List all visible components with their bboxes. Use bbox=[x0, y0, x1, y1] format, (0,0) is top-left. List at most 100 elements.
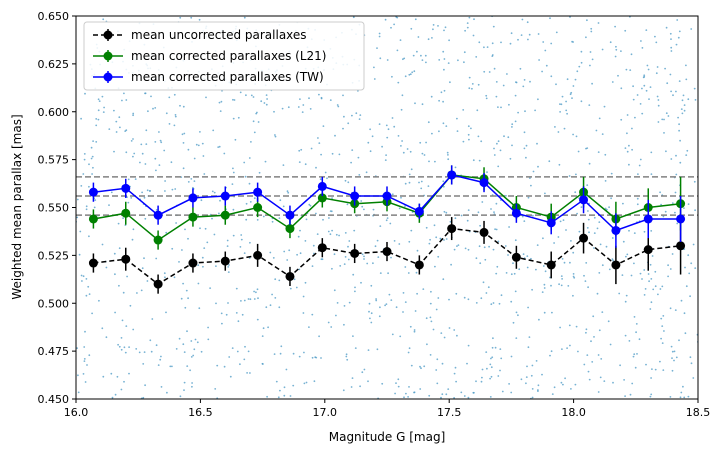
background-point bbox=[398, 243, 401, 245]
background-point bbox=[631, 382, 634, 385]
background-point bbox=[514, 120, 517, 123]
background-point bbox=[379, 225, 382, 228]
background-point bbox=[685, 154, 688, 157]
background-point bbox=[302, 104, 305, 106]
background-point bbox=[660, 317, 663, 320]
background-point bbox=[676, 222, 679, 225]
background-point bbox=[381, 145, 383, 148]
background-point bbox=[479, 224, 481, 227]
background-point bbox=[267, 326, 269, 329]
background-point bbox=[299, 229, 301, 232]
background-point bbox=[630, 53, 633, 56]
background-point bbox=[243, 358, 246, 361]
background-point bbox=[448, 327, 451, 329]
background-point bbox=[478, 245, 481, 248]
background-point bbox=[378, 35, 381, 38]
background-point bbox=[561, 258, 564, 260]
background-point bbox=[467, 209, 470, 212]
background-point bbox=[471, 83, 474, 85]
background-point bbox=[645, 363, 647, 366]
background-point bbox=[369, 150, 372, 153]
background-point bbox=[384, 304, 386, 307]
background-point bbox=[97, 109, 100, 112]
background-point bbox=[598, 329, 601, 332]
background-point bbox=[333, 253, 336, 256]
background-point bbox=[633, 353, 636, 356]
background-point bbox=[386, 59, 389, 61]
background-point bbox=[523, 220, 526, 223]
background-point bbox=[550, 42, 553, 45]
background-point bbox=[545, 64, 548, 67]
background-point bbox=[256, 288, 259, 291]
background-point bbox=[622, 240, 625, 243]
background-point bbox=[190, 16, 193, 19]
background-point bbox=[396, 16, 399, 19]
background-point bbox=[236, 350, 239, 353]
background-point bbox=[566, 112, 568, 115]
background-point bbox=[183, 389, 185, 391]
background-point bbox=[467, 125, 470, 128]
background-point bbox=[315, 166, 317, 169]
background-point bbox=[687, 203, 690, 206]
background-point bbox=[214, 388, 217, 390]
background-point bbox=[265, 103, 268, 106]
background-point bbox=[370, 284, 373, 287]
background-point bbox=[199, 227, 201, 230]
background-point bbox=[457, 244, 460, 247]
background-point bbox=[361, 205, 364, 208]
background-point bbox=[219, 199, 221, 202]
background-point bbox=[271, 220, 274, 223]
background-point bbox=[577, 350, 579, 353]
background-point bbox=[580, 61, 583, 64]
x-tick-label: 17.5 bbox=[437, 406, 462, 419]
background-point bbox=[550, 284, 552, 287]
background-point bbox=[420, 367, 422, 370]
background-point bbox=[567, 285, 570, 287]
background-point bbox=[538, 318, 540, 321]
background-point bbox=[529, 177, 531, 180]
background-point bbox=[347, 122, 350, 125]
background-point bbox=[77, 391, 80, 394]
background-point bbox=[425, 141, 427, 144]
background-point bbox=[273, 110, 275, 113]
background-point bbox=[510, 391, 513, 394]
background-point bbox=[182, 167, 185, 170]
background-point bbox=[588, 231, 590, 234]
legend-entry-l21: mean corrected parallaxes (L21) bbox=[93, 49, 326, 63]
background-point bbox=[343, 305, 346, 307]
background-point bbox=[300, 148, 303, 151]
background-point bbox=[682, 94, 685, 97]
background-point bbox=[550, 350, 553, 353]
background-point bbox=[391, 75, 393, 78]
background-point bbox=[155, 209, 158, 211]
background-point bbox=[649, 86, 652, 88]
background-point bbox=[318, 142, 321, 145]
background-point bbox=[509, 42, 512, 45]
background-point bbox=[561, 348, 563, 350]
background-point bbox=[575, 325, 578, 328]
background-point bbox=[572, 85, 575, 87]
background-point bbox=[442, 185, 445, 188]
background-point bbox=[632, 85, 634, 88]
x-tick-label: 16.5 bbox=[188, 406, 213, 419]
background-point bbox=[464, 247, 467, 250]
background-point bbox=[76, 347, 78, 349]
background-point bbox=[650, 393, 653, 396]
background-point bbox=[678, 123, 680, 126]
background-point bbox=[256, 318, 259, 321]
background-point bbox=[249, 201, 252, 203]
background-point bbox=[77, 374, 79, 377]
background-point bbox=[368, 310, 370, 313]
background-point bbox=[440, 91, 443, 94]
background-point bbox=[79, 230, 82, 233]
background-point bbox=[174, 115, 177, 118]
background-point bbox=[681, 99, 684, 102]
background-point bbox=[431, 132, 433, 135]
data-point-l21 bbox=[153, 235, 163, 245]
background-point bbox=[570, 388, 572, 390]
background-point bbox=[158, 131, 160, 133]
background-point bbox=[120, 388, 123, 391]
background-point bbox=[437, 297, 440, 299]
background-point bbox=[500, 41, 502, 44]
background-point bbox=[558, 283, 560, 286]
